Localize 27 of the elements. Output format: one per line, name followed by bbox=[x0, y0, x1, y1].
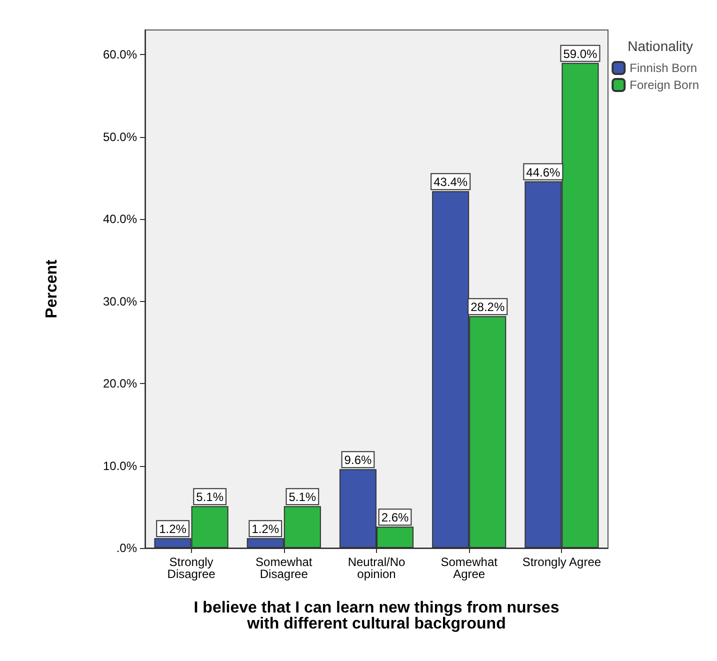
x-tick-label: Somewhat Disagree bbox=[256, 555, 313, 581]
y-tick-label: 60.0% bbox=[102, 48, 138, 62]
data-label: 28.2% bbox=[470, 300, 505, 314]
data-label: 5.1% bbox=[196, 490, 224, 504]
y-tick-label: 50.0% bbox=[102, 130, 138, 144]
x-tick-label: Strongly Agree bbox=[522, 555, 602, 569]
legend-label: Finnish Born bbox=[630, 61, 698, 75]
y-tick-label: 30.0% bbox=[102, 294, 138, 308]
data-label: 1.2% bbox=[159, 522, 187, 536]
data-label: 5.1% bbox=[288, 490, 316, 504]
x-tick-label: Neutral/No opinion bbox=[348, 555, 406, 581]
y-tick-label: 10.0% bbox=[102, 458, 138, 473]
data-label: 59.0% bbox=[563, 46, 598, 61]
x-tick-label: Somewhat Agree bbox=[440, 555, 498, 581]
y-tick-label: .0% bbox=[116, 541, 138, 555]
x-axis-title: I believe that I can learn new things from nurses with different cultural background bbox=[194, 600, 560, 632]
data-label: 44.6% bbox=[526, 165, 561, 180]
y-tick-label: 40.0% bbox=[102, 212, 138, 226]
legend-label: Foreign Born bbox=[630, 78, 700, 92]
data-label: 9.6% bbox=[344, 453, 372, 468]
legend-title: Nationality bbox=[628, 38, 694, 54]
data-label: 2.6% bbox=[381, 510, 410, 525]
data-label: 1.2% bbox=[252, 522, 280, 536]
data-label: 43.4% bbox=[434, 175, 468, 190]
y-tick-label: 20.0% bbox=[102, 376, 138, 391]
x-tick-label: Strongly Disagree bbox=[167, 555, 216, 581]
y-axis-title: Percent bbox=[44, 258, 60, 318]
